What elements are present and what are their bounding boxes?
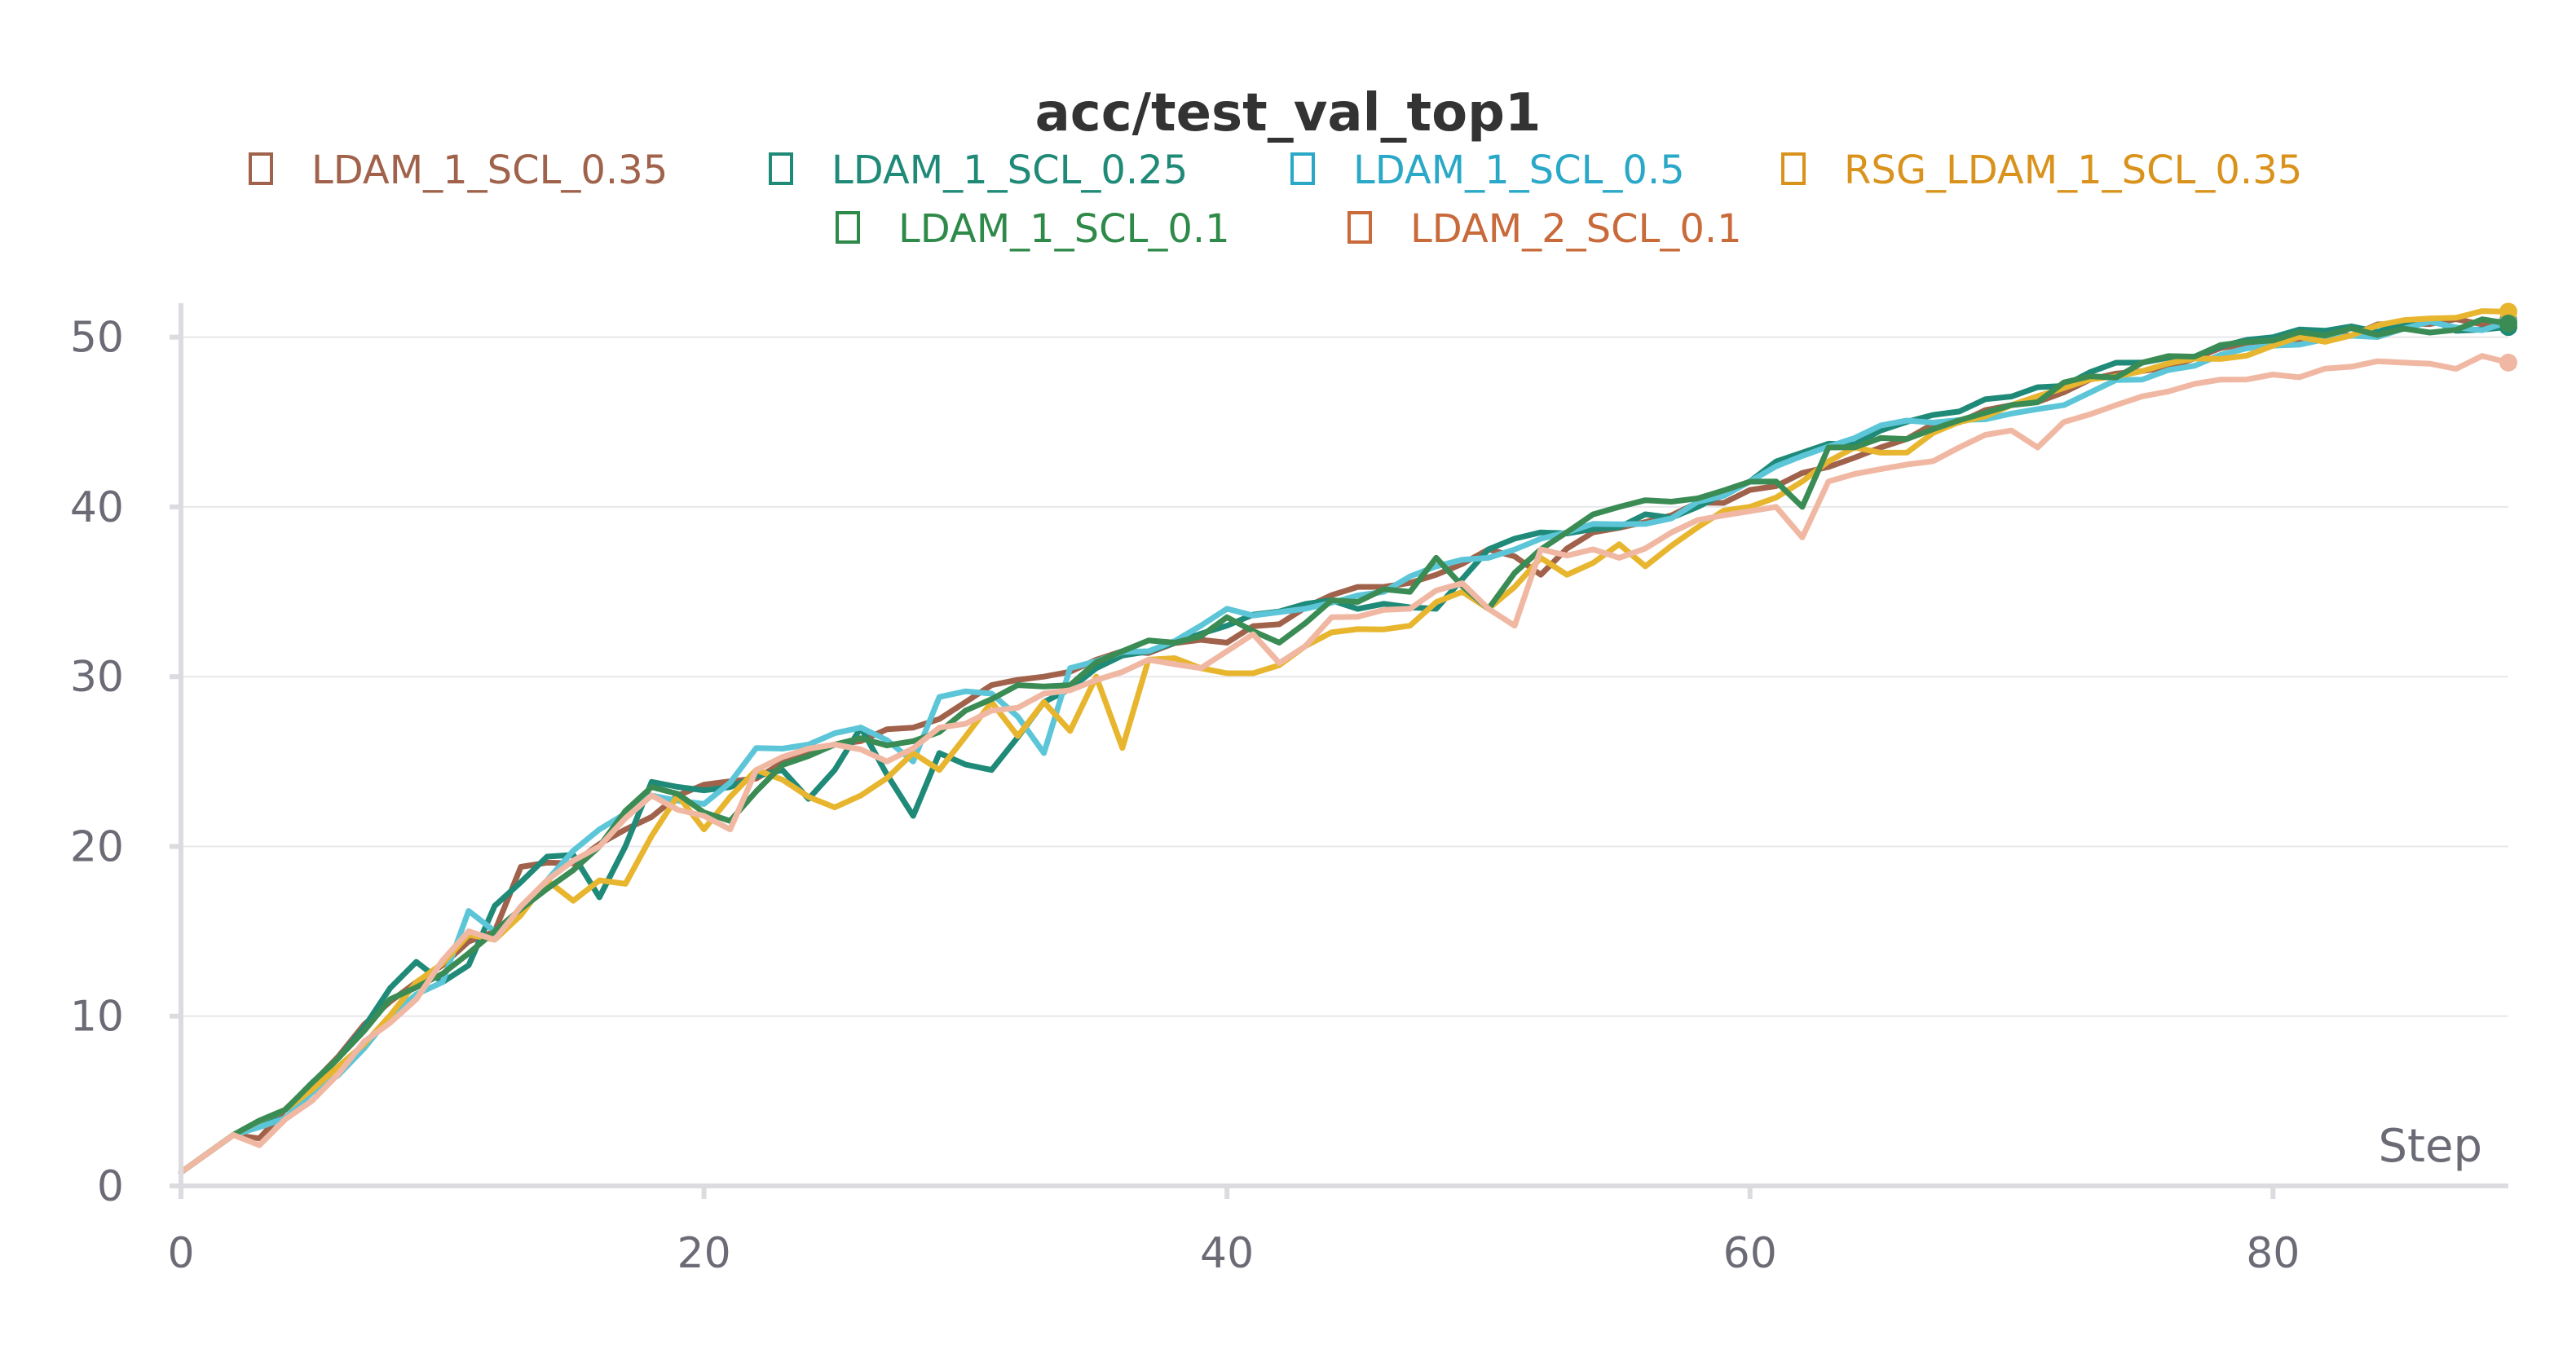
series-line-4 [178, 308, 2512, 1175]
legend-label-4: RSG_LDAM_1_SCL_0.35 [1844, 148, 2302, 193]
series-line-1 [178, 316, 2512, 1175]
y-tick-label: 20 [70, 822, 124, 871]
axes [179, 303, 2508, 1188]
legend-marker-3 [1290, 152, 1315, 185]
series-end-point-5 [2499, 314, 2517, 333]
legend-marker-2 [769, 152, 793, 185]
legend-label-6: LDAM_2_SCL_0.1 [1410, 206, 1742, 252]
series-end-point-6 [2499, 353, 2517, 372]
legend-label-3: LDAM_1_SCL_0.5 [1353, 148, 1685, 193]
chart-title: acc/test_val_top1 [1035, 83, 1542, 143]
y-tick-label: 30 [70, 653, 124, 702]
series-line-5 [178, 316, 2512, 1175]
legend-marker-5 [836, 211, 860, 244]
ticks: 0 10 20 30 40 50 0 20 40 60 80 [70, 314, 2300, 1278]
legend-label-2: LDAM_1_SCL_0.25 [831, 148, 1188, 193]
legend-marker-6 [1348, 211, 1372, 244]
gridlines [181, 336, 2508, 1017]
x-tick-label: 80 [2246, 1229, 2300, 1278]
x-tick-label: 20 [677, 1229, 730, 1278]
legend-label-1: LDAM_1_SCL_0.35 [311, 148, 668, 193]
x-tick-label: 0 [167, 1229, 194, 1278]
series-line-3 [178, 319, 2512, 1175]
legend-marker-1 [249, 152, 273, 185]
y-tick-label: 50 [70, 314, 124, 363]
x-tick-label: 40 [1200, 1229, 1254, 1278]
series-group [178, 302, 2517, 1175]
series-line-6 [178, 353, 2512, 1175]
y-tick-label: 0 [97, 1162, 124, 1211]
x-tick-label: 60 [1723, 1229, 1777, 1278]
legend: LDAM_1_SCL_0.35 LDAM_1_SCL_0.25 LDAM_1_SCL… [249, 148, 2302, 252]
y-tick-label: 40 [70, 483, 124, 532]
y-tick-label: 10 [70, 993, 124, 1042]
legend-label-5: LDAM_1_SCL_0.1 [898, 206, 1230, 252]
series-line-2 [178, 315, 2512, 1175]
legend-marker-4 [1781, 152, 1806, 185]
x-axis-label: Step [2378, 1120, 2482, 1173]
